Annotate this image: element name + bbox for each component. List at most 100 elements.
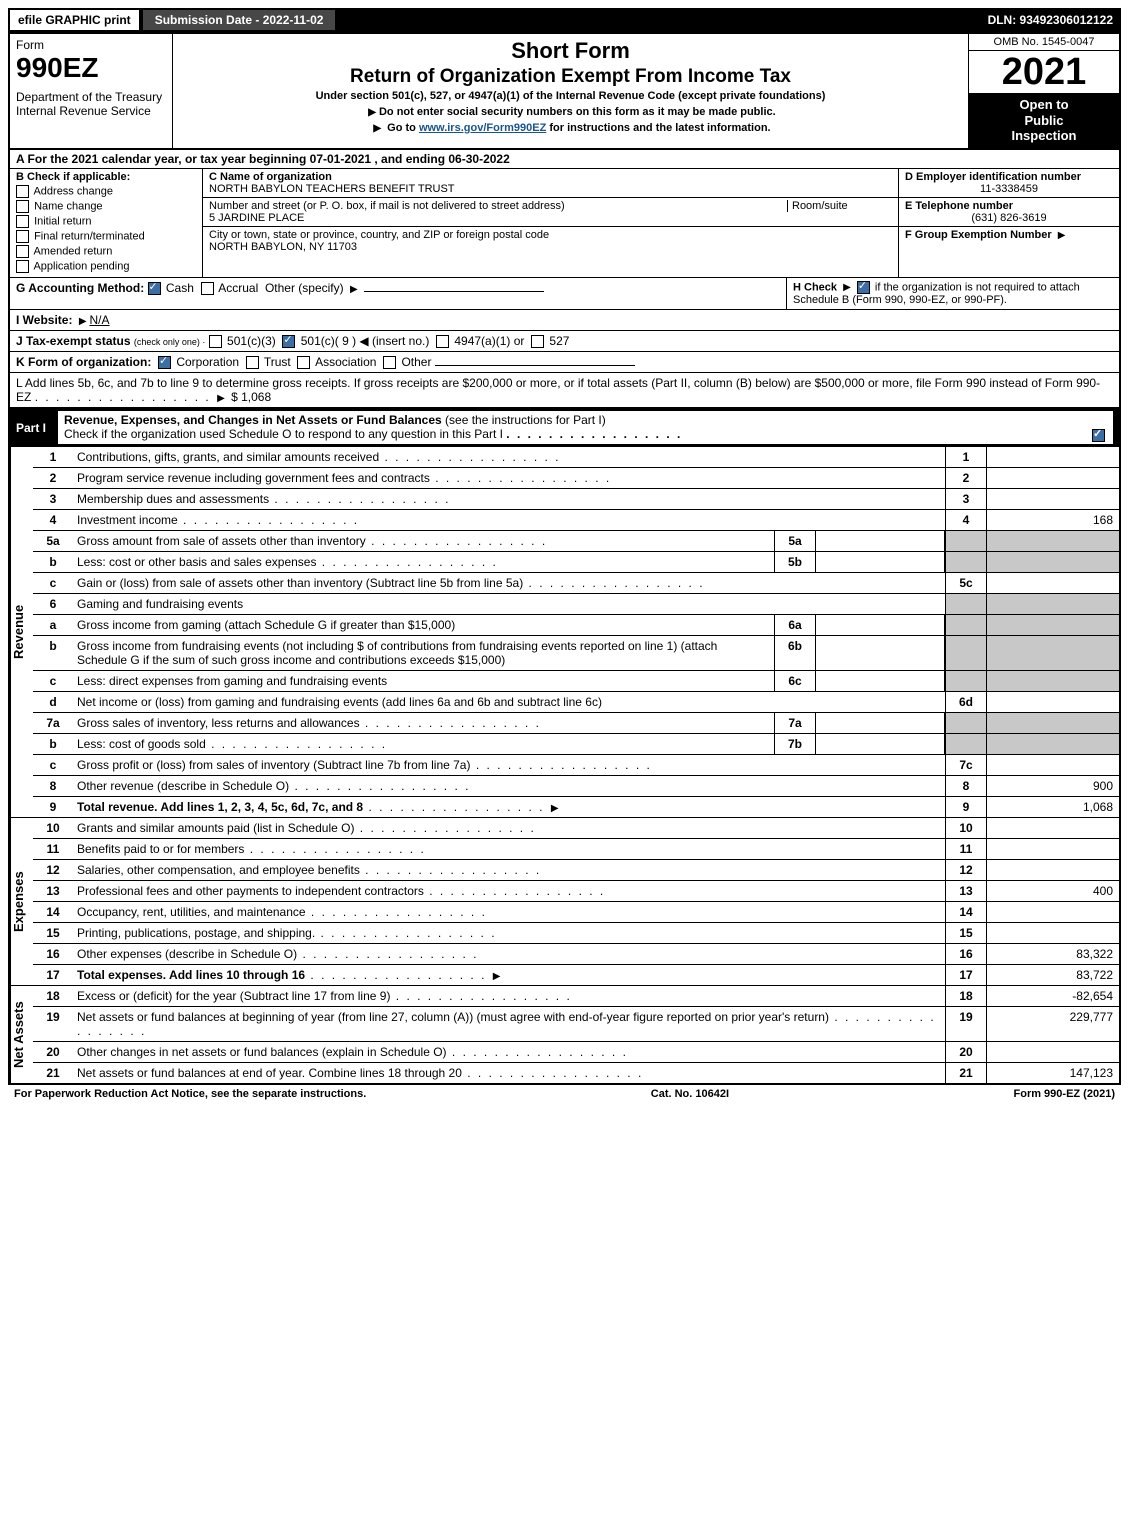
org-street-cell: Number and street (or P. O. box, if mail… (203, 198, 898, 227)
line-3: 3Membership dues and assessments3 (33, 489, 1119, 510)
section-b-label: B Check if applicable: (16, 171, 196, 183)
section-def-column: D Employer identification number 11-3338… (898, 169, 1119, 277)
public-inspection-label: Open to Public Inspection (969, 93, 1119, 148)
website-label: I Website: (16, 313, 72, 327)
check-application-pending[interactable]: Application pending (16, 260, 196, 273)
line-6c: cLess: direct expenses from gaming and f… (33, 671, 1119, 692)
net-assets-rows: 18Excess or (deficit) for the year (Subt… (33, 986, 1119, 1083)
expenses-section: Expenses 10Grants and similar amounts pa… (10, 818, 1119, 986)
irs-link[interactable]: www.irs.gov/Form990EZ (419, 122, 546, 134)
val-5a (816, 531, 945, 551)
ein-value: 11-3338459 (905, 183, 1113, 195)
line-1: 1Contributions, gifts, grants, and simil… (33, 447, 1119, 468)
check-final-return[interactable]: Final return/terminated (16, 230, 196, 243)
info-grid: B Check if applicable: Address change Na… (10, 169, 1119, 278)
form-title-block: Short Form Return of Organization Exempt… (173, 34, 968, 148)
val-6a (816, 615, 945, 635)
ssn-warning-text: Do not enter social security numbers on … (379, 106, 776, 118)
org-name-cell: C Name of organization NORTH BABYLON TEA… (203, 169, 898, 198)
part-1-title: Revenue, Expenses, and Changes in Net As… (64, 413, 442, 427)
room-suite-label: Room/suite (787, 200, 892, 212)
form-number: 990EZ (16, 52, 166, 84)
form-header: Form 990EZ Department of the Treasury In… (10, 34, 1119, 150)
check-corporation[interactable] (158, 356, 171, 369)
check-other-org[interactable] (383, 356, 396, 369)
part-1-label: Part I (16, 421, 58, 435)
org-name-value: NORTH BABYLON TEACHERS BENEFIT TRUST (209, 183, 892, 195)
line-14: 14Occupancy, rent, utilities, and mainte… (33, 902, 1119, 923)
line-13: 13Professional fees and other payments t… (33, 881, 1119, 902)
val-7b (816, 734, 945, 754)
line-11: 11Benefits paid to or for members11 (33, 839, 1119, 860)
revenue-section: Revenue 1Contributions, gifts, grants, a… (10, 447, 1119, 818)
check-501c3[interactable] (209, 335, 222, 348)
form-word: Form (16, 38, 166, 52)
check-schedule-o-used[interactable] (1092, 429, 1105, 442)
check-527[interactable] (531, 335, 544, 348)
other-org-input[interactable] (435, 365, 635, 366)
line-5b: bLess: cost or other basis and sales exp… (33, 552, 1119, 573)
part-1-note: (see the instructions for Part I) (445, 413, 606, 427)
ein-cell: D Employer identification number 11-3338… (899, 169, 1119, 198)
street-label: Number and street (or P. O. box, if mail… (209, 200, 565, 212)
street-value: 5 JARDINE PLACE (209, 212, 892, 224)
check-4947a1[interactable] (436, 335, 449, 348)
val-6c (816, 671, 945, 691)
department-label: Department of the Treasury Internal Reve… (16, 90, 166, 118)
val-5b (816, 552, 945, 572)
line-8: 8Other revenue (describe in Schedule O)8… (33, 776, 1119, 797)
line-5a: 5aGross amount from sale of assets other… (33, 531, 1119, 552)
form-org-label: K Form of organization: (16, 355, 151, 369)
line-10: 10Grants and similar amounts paid (list … (33, 818, 1119, 839)
top-bar: efile GRAPHIC print Submission Date - 20… (8, 8, 1121, 32)
check-initial-return[interactable]: Initial return (16, 215, 196, 228)
footer-left: For Paperwork Reduction Act Notice, see … (14, 1088, 366, 1100)
accounting-label: G Accounting Method: (16, 281, 144, 295)
check-name-change[interactable]: Name change (16, 200, 196, 213)
omb-number: OMB No. 1545-0047 (969, 34, 1119, 51)
check-schedule-b-not-required[interactable] (857, 281, 870, 294)
group-exemption-label: F Group Exemption Number (905, 229, 1052, 241)
expenses-rows: 10Grants and similar amounts paid (list … (33, 818, 1119, 985)
accounting-other-input[interactable] (364, 291, 544, 292)
website-value: N/A (90, 313, 110, 327)
check-501c[interactable] (282, 335, 295, 348)
line-4: 4Investment income4168 (33, 510, 1119, 531)
expenses-side-label: Expenses (10, 818, 33, 985)
section-i-website: I Website: N/A (10, 310, 1119, 331)
line-12: 12Salaries, other compensation, and empl… (33, 860, 1119, 881)
check-cash[interactable] (148, 282, 161, 295)
h-check-post: if the organization is not required to a… (793, 281, 1080, 306)
form-container: Form 990EZ Department of the Treasury In… (8, 32, 1121, 1085)
check-amended-return[interactable]: Amended return (16, 245, 196, 258)
phone-value: (631) 826-3619 (905, 212, 1113, 224)
section-a-tax-year: A For the 2021 calendar year, or tax yea… (10, 150, 1119, 169)
check-accrual[interactable] (201, 282, 214, 295)
ssn-warning: Do not enter social security numbers on … (181, 106, 960, 118)
tax-year: 2021 (969, 51, 1119, 93)
org-name-label: C Name of organization (209, 171, 892, 183)
check-association[interactable] (297, 356, 310, 369)
check-address-change[interactable]: Address change (16, 185, 196, 198)
part-1-check-text: Check if the organization used Schedule … (64, 427, 503, 441)
line-16: 16Other expenses (describe in Schedule O… (33, 944, 1119, 965)
gross-receipts-amount: $ 1,068 (231, 390, 271, 404)
revenue-rows: 1Contributions, gifts, grants, and simil… (33, 447, 1119, 817)
city-label: City or town, state or province, country… (209, 229, 892, 241)
check-trust[interactable] (246, 356, 259, 369)
dln-label: DLN: 93492306012122 (980, 10, 1121, 30)
net-assets-section: Net Assets 18Excess or (deficit) for the… (10, 986, 1119, 1083)
line-5c: cGain or (loss) from sale of assets othe… (33, 573, 1119, 594)
line-21: 21Net assets or fund balances at end of … (33, 1063, 1119, 1083)
goto-instruction: Go to www.irs.gov/Form990EZ for instruct… (181, 122, 960, 134)
part-1-header: Part I Revenue, Expenses, and Changes in… (10, 408, 1119, 447)
section-g-accounting: G Accounting Method: Cash Accrual Other … (10, 278, 787, 309)
part-1-title-row: Revenue, Expenses, and Changes in Net As… (58, 411, 1113, 444)
line-7b: bLess: cost of goods sold7b (33, 734, 1119, 755)
footer-mid: Cat. No. 10642I (651, 1088, 729, 1100)
section-b-checkboxes: B Check if applicable: Address change Na… (10, 169, 203, 277)
form-meta-block: OMB No. 1545-0047 2021 Open to Public In… (968, 34, 1119, 148)
h-check-pre: H Check (793, 281, 837, 293)
line-9: 9Total revenue. Add lines 1, 2, 3, 4, 5c… (33, 797, 1119, 817)
efile-print-label[interactable]: efile GRAPHIC print (8, 8, 141, 32)
